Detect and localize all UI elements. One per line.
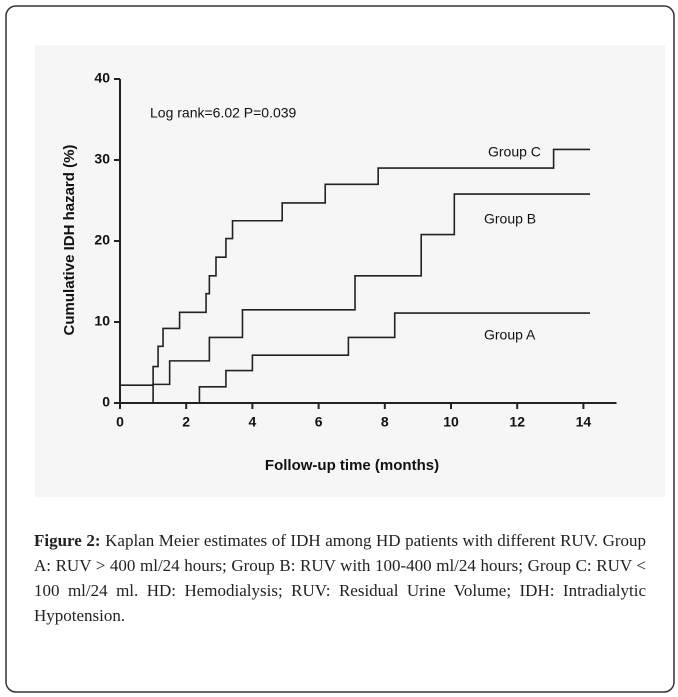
series-label: Group A <box>484 327 536 343</box>
y-axis-label: Cumulative IDH hazard (%) <box>61 145 78 336</box>
step-line <box>120 193 591 404</box>
x-tick-label: 12 <box>509 414 525 430</box>
x-tick-label: 4 <box>249 414 257 430</box>
y-tick-label: 0 <box>102 394 110 410</box>
x-tick-label: 10 <box>443 414 459 430</box>
series-label: Group B <box>484 211 536 227</box>
x-axis-label: Follow-up time (months) <box>265 457 439 474</box>
y-tick-label: 40 <box>94 70 110 86</box>
chart-background <box>35 45 665 497</box>
y-tick-label: 10 <box>94 313 110 329</box>
x-tick-label: 14 <box>576 414 592 430</box>
caption-label: Figure 2: <box>34 531 101 550</box>
x-tick-label: 8 <box>381 414 389 430</box>
y-tick-label: 30 <box>94 151 110 167</box>
caption-text: Kaplan Meier estimates of IDH among HD p… <box>34 531 647 625</box>
x-tick-label: 0 <box>116 414 124 430</box>
x-tick-label: 2 <box>182 414 190 430</box>
step-line <box>120 148 591 386</box>
annotation: Log rank=6.02 P=0.039 <box>150 105 297 121</box>
series-label: Group C <box>488 144 541 160</box>
x-tick-label: 6 <box>315 414 323 430</box>
caption: Figure 2: Kaplan Meier estimates of IDH … <box>34 528 646 628</box>
step-line <box>120 312 591 404</box>
y-tick-label: 20 <box>94 232 110 248</box>
